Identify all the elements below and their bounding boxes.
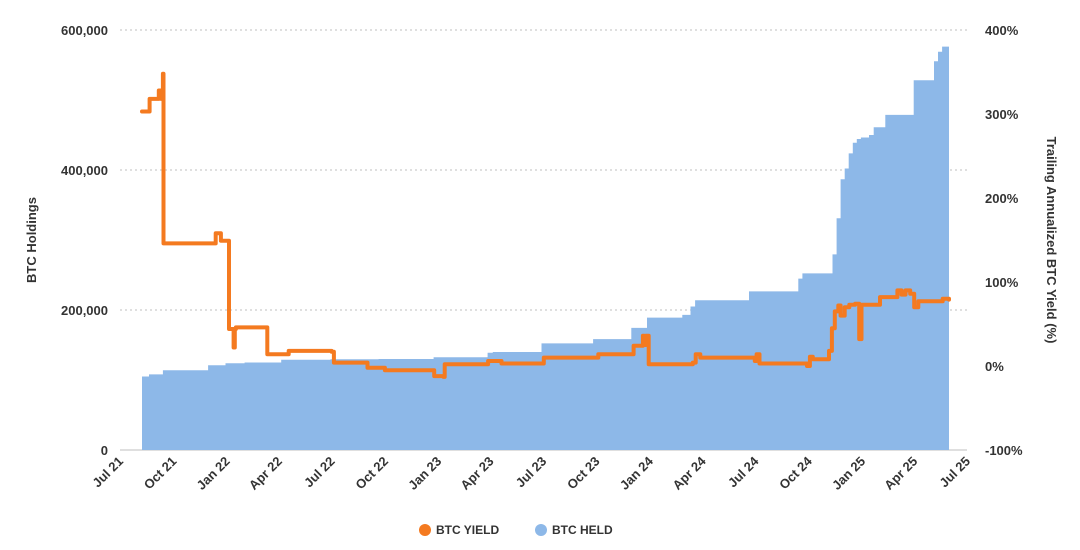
- right-axis-title: Trailing Annualized BTC Yield (%): [1044, 137, 1059, 344]
- right-axis-ticks: -100% 0% 100% 200% 300% 400%: [985, 23, 1023, 458]
- right-tick-label: 0%: [985, 359, 1004, 374]
- legend-swatch-btc-yield: [419, 524, 431, 536]
- x-tick-label: Oct 21: [141, 454, 180, 493]
- x-tick-label: Jan 24: [617, 453, 657, 493]
- right-tick-label: 300%: [985, 107, 1019, 122]
- legend-label-btc-held: BTC HELD: [552, 523, 613, 537]
- btc-held-area: [142, 43, 949, 451]
- x-tick-label: Oct 22: [352, 454, 391, 493]
- left-tick-label: 600,000: [61, 23, 108, 38]
- x-tick-label: Oct 24: [776, 453, 815, 492]
- legend-swatch-btc-held: [535, 524, 547, 536]
- x-axis-ticks: Jul 21 Oct 21 Jan 22 Apr 22 Jul 22 Oct 22 Jan …: [89, 453, 973, 493]
- x-tick-label: Apr 24: [670, 453, 710, 493]
- legend-label-btc-yield: BTC YIELD: [436, 523, 499, 537]
- x-tick-label: Jan 23: [405, 454, 444, 493]
- x-tick-label: Jan 22: [194, 454, 233, 493]
- right-tick-label: -100%: [985, 443, 1023, 458]
- btc-yield-line: [140, 71, 951, 379]
- left-tick-label: 200,000: [61, 303, 108, 318]
- x-tick-label: Jan 25: [829, 454, 868, 493]
- x-tick-label: Jul 24: [725, 453, 762, 490]
- right-tick-label: 100%: [985, 275, 1019, 290]
- left-tick-label: 0: [101, 443, 108, 458]
- x-tick-label: Apr 23: [457, 454, 496, 493]
- btc-held-area-layer: [142, 43, 949, 451]
- x-tick-label: Oct 23: [564, 454, 603, 493]
- x-tick-label: Jul 23: [513, 454, 550, 491]
- legend-item-btc-held[interactable]: BTC HELD: [535, 523, 613, 537]
- btc-yield-line-layer: [140, 71, 951, 379]
- x-tick-label: Apr 22: [246, 454, 285, 493]
- right-tick-label: 400%: [985, 23, 1019, 38]
- legend-item-btc-yield[interactable]: BTC YIELD: [419, 523, 499, 537]
- left-axis-title: BTC Holdings: [24, 197, 39, 283]
- x-tick-label: Apr 25: [881, 454, 920, 493]
- x-tick-label: Jul 25: [936, 454, 973, 491]
- x-tick-label: Jul 22: [301, 454, 338, 491]
- legend: BTC YIELD BTC HELD: [419, 523, 613, 537]
- right-tick-label: 200%: [985, 191, 1019, 206]
- x-tick-label: Jul 21: [89, 454, 126, 491]
- left-tick-label: 400,000: [61, 163, 108, 178]
- left-axis-ticks: 0 200,000 400,000 600,000: [61, 23, 108, 458]
